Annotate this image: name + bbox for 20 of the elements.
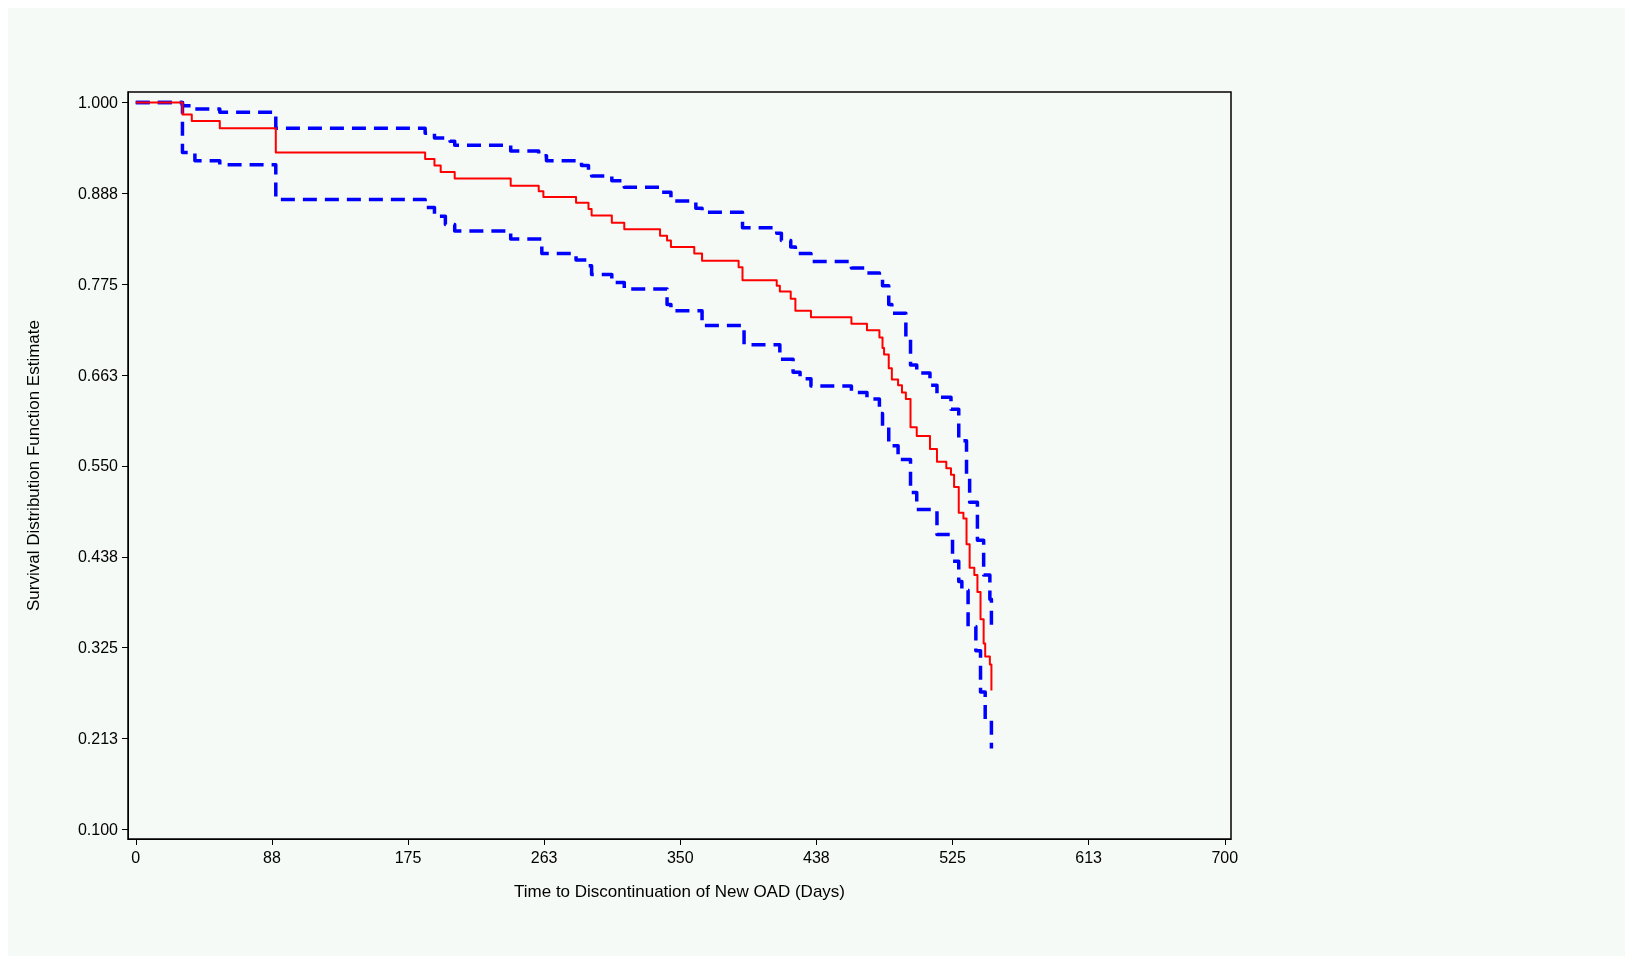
- x-axis-title: Time to Discontinuation of New OAD (Days): [514, 882, 845, 901]
- y-tick-label: 0.775: [77, 275, 119, 293]
- x-tick-label: 613: [1075, 848, 1103, 866]
- x-tick-label: 88: [263, 848, 281, 866]
- x-tick-label: 438: [803, 848, 830, 866]
- x-tick-label: 263: [530, 848, 558, 866]
- y-tick-label: 0.100: [77, 820, 119, 838]
- y-tick-label: 0.213: [77, 729, 119, 747]
- x-tick-label: 175: [394, 848, 422, 866]
- x-tick-label: 700: [1211, 848, 1239, 866]
- y-axis-title: Survival Distribution Function Estimate: [24, 319, 43, 612]
- y-tick-label: 0.550: [77, 457, 119, 475]
- y-tick-label: 0.325: [77, 639, 119, 657]
- y-tick-label: 0.663: [77, 366, 119, 384]
- y-tick-label: 0.888: [77, 184, 119, 202]
- y-tick-label: 1.000: [77, 94, 119, 111]
- x-tick-label: 525: [939, 848, 966, 866]
- x-tick-label: 0: [131, 848, 141, 866]
- y-tick-label: 0.438: [77, 548, 119, 566]
- x-tick-label: 350: [666, 848, 694, 866]
